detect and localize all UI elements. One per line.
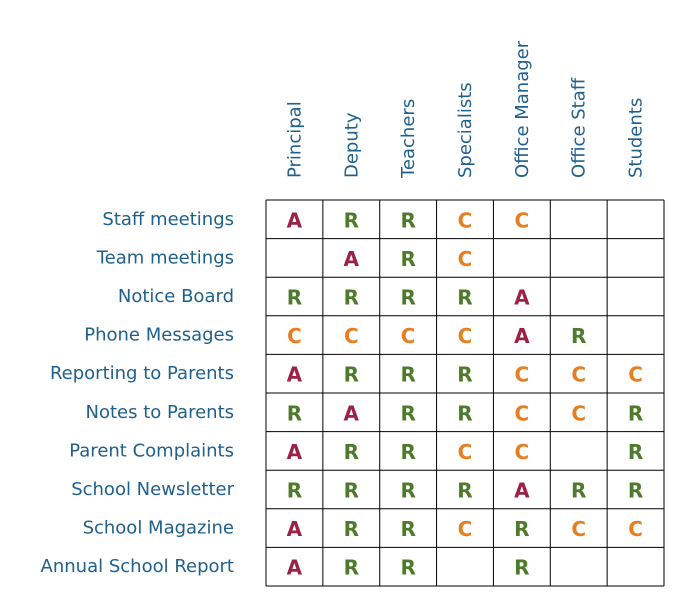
task-label-annual-school-report: Annual School Report <box>41 556 234 577</box>
cell-phone-messages-specialists: C <box>458 324 473 348</box>
role-header-office-manager: Office Manager <box>512 40 533 178</box>
task-label-reporting-to-parents: Reporting to Parents <box>50 363 234 384</box>
task-label-staff-meetings: Staff meetings <box>102 209 234 230</box>
cell-reporting-to-parents-deputy: R <box>344 363 359 387</box>
cell-school-newsletter-principal: R <box>287 479 302 503</box>
cell-phone-messages-principal: C <box>287 324 302 348</box>
cell-notes-to-parents-principal: R <box>287 401 302 425</box>
matrix-grid <box>265 199 665 587</box>
cell-annual-school-report-office-manager: R <box>514 556 529 580</box>
cell-parent-complaints-students: R <box>628 440 643 464</box>
cell-annual-school-report-teachers: R <box>400 556 415 580</box>
cell-notes-to-parents-deputy: A <box>344 401 360 425</box>
cell-reporting-to-parents-teachers: R <box>400 363 415 387</box>
cell-team-meetings-deputy: A <box>344 247 360 271</box>
task-label-school-newsletter: School Newsletter <box>71 479 234 500</box>
cell-staff-meetings-principal: A <box>287 208 303 232</box>
cell-staff-meetings-teachers: R <box>400 208 415 232</box>
cell-notes-to-parents-students: R <box>628 401 643 425</box>
cell-school-magazine-teachers: R <box>400 517 415 541</box>
task-label-notice-board: Notice Board <box>118 286 234 307</box>
cell-notice-board-principal: R <box>287 286 302 310</box>
cell-phone-messages-office-manager: A <box>514 324 530 348</box>
cell-phone-messages-office-staff: R <box>571 324 586 348</box>
cell-notice-board-teachers: R <box>400 286 415 310</box>
role-headers: Principal Deputy Teachers Specialists Office… <box>284 40 646 179</box>
cell-school-magazine-students: C <box>628 517 643 541</box>
cell-school-newsletter-deputy: R <box>344 479 359 503</box>
cell-school-magazine-principal: A <box>287 517 303 541</box>
cell-school-newsletter-office-manager: A <box>514 479 530 503</box>
task-label-team-meetings: Team meetings <box>96 247 234 268</box>
cell-notes-to-parents-office-staff: C <box>571 401 586 425</box>
cell-phone-messages-deputy: C <box>344 324 359 348</box>
cell-notes-to-parents-office-manager: C <box>515 401 530 425</box>
role-header-specialists: Specialists <box>455 82 476 178</box>
cell-annual-school-report-deputy: R <box>344 556 359 580</box>
cell-notes-to-parents-specialists: R <box>457 401 472 425</box>
cell-reporting-to-parents-specialists: R <box>457 363 472 387</box>
cell-reporting-to-parents-principal: A <box>287 363 303 387</box>
cell-staff-meetings-office-manager: C <box>515 208 530 232</box>
cell-parent-complaints-principal: A <box>287 440 303 464</box>
cell-annual-school-report-principal: A <box>287 556 303 580</box>
cell-school-newsletter-students: R <box>628 479 643 503</box>
cell-school-magazine-office-manager: R <box>514 517 529 541</box>
task-label-phone-messages: Phone Messages <box>84 325 234 346</box>
cell-school-magazine-deputy: R <box>344 517 359 541</box>
cell-parent-complaints-deputy: R <box>344 440 359 464</box>
matrix-cells: A R R C CA R CR R R R AC C C C A RA R R R C C CR A R R C C RA R R C C RR… <box>287 208 644 579</box>
cell-school-newsletter-specialists: R <box>457 479 472 503</box>
cell-parent-complaints-specialists: C <box>458 440 473 464</box>
cell-staff-meetings-deputy: R <box>344 208 359 232</box>
cell-school-newsletter-teachers: R <box>400 479 415 503</box>
cell-notice-board-deputy: R <box>344 286 359 310</box>
role-header-principal: Principal <box>284 101 305 178</box>
cell-school-magazine-specialists: C <box>458 517 473 541</box>
cell-notes-to-parents-teachers: R <box>400 401 415 425</box>
task-label-parent-complaints: Parent Complaints <box>69 440 234 461</box>
cell-staff-meetings-specialists: C <box>458 208 473 232</box>
cell-team-meetings-teachers: R <box>400 247 415 271</box>
cell-reporting-to-parents-office-staff: C <box>571 363 586 387</box>
cell-school-newsletter-office-staff: R <box>571 479 586 503</box>
cell-parent-complaints-office-manager: C <box>515 440 530 464</box>
cell-notice-board-office-manager: A <box>514 286 530 310</box>
task-labels: Staff meetings Team meetings Notice Board P… <box>41 209 235 577</box>
cell-team-meetings-specialists: C <box>458 247 473 271</box>
cell-notice-board-specialists: R <box>457 286 472 310</box>
cell-school-magazine-office-staff: C <box>571 517 586 541</box>
role-header-students: Students <box>626 98 647 178</box>
task-label-school-magazine: School Magazine <box>83 518 234 539</box>
cell-reporting-to-parents-office-manager: C <box>515 363 530 387</box>
role-header-office-staff: Office Staff <box>569 77 590 178</box>
cell-phone-messages-teachers: C <box>401 324 416 348</box>
cell-parent-complaints-teachers: R <box>400 440 415 464</box>
role-header-deputy: Deputy <box>341 112 362 178</box>
task-label-notes-to-parents: Notes to Parents <box>86 402 235 423</box>
role-header-teachers: Teachers <box>398 99 419 179</box>
cell-reporting-to-parents-students: C <box>628 363 643 387</box>
